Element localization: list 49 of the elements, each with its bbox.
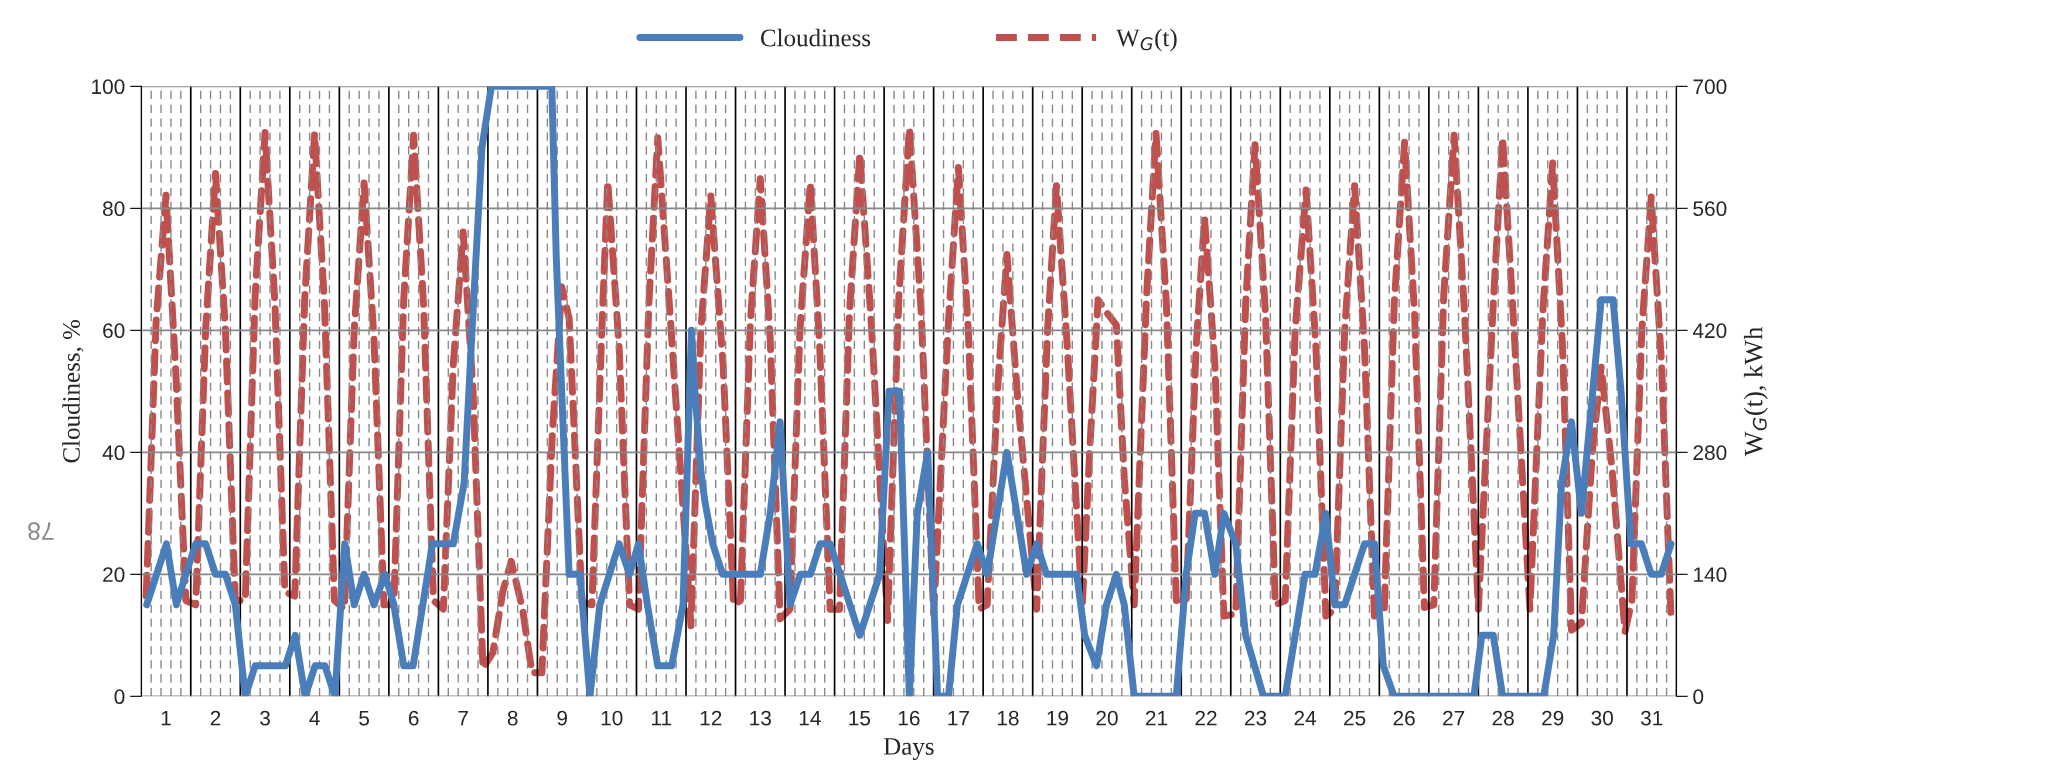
x-tick-label: 25 [1344,710,1366,726]
x-tick-label: 12 [700,710,722,726]
x-tick-label: 18 [997,710,1019,726]
x-tick-label: 21 [1145,710,1168,726]
x-tick-label: 1 [161,710,171,726]
y2-tick-label: 700 [1693,79,1727,95]
x-tick-label: 14 [799,710,821,726]
x-tick-label: 7 [458,710,468,726]
y2-tick-label: 420 [1692,323,1727,339]
x-tick-label: 10 [601,710,623,726]
x-tick-label: 26 [1393,710,1415,726]
x-tick-label: 11 [652,710,672,726]
x-tick-label: 8 [507,710,518,726]
y2-tick-label: 280 [1693,445,1727,461]
x-tick-label: 19 [1047,710,1069,726]
y-tick-label: 20 [103,567,125,583]
x-axis-title: Days [883,738,934,760]
y2-tick-label: 560 [1693,201,1727,217]
x-tick-label: 30 [1591,710,1613,726]
x-tick-label: 22 [1195,710,1217,726]
x-tick-label: 4 [309,710,320,726]
x-tick-label: 16 [898,710,920,726]
x-tick-label: 20 [1096,710,1118,726]
x-tick-label: 29 [1542,710,1564,726]
x-tick-label: 28 [1492,710,1514,726]
x-tick-label: 24 [1294,710,1317,726]
x-tick-label: 31 [1640,710,1663,726]
x-tick-label: 15 [849,710,871,726]
x-tick-label: 6 [408,710,419,726]
y2-tick-label: 0 [1693,689,1704,705]
x-tick-label: 3 [260,710,270,726]
legend-label: Cloudiness [760,28,871,47]
x-tick-label: 17 [948,710,969,726]
x-tick-label: 5 [359,710,370,726]
y2-tick-label: 140 [1694,567,1727,583]
x-tick-label: 13 [750,710,771,726]
x-tick-label: 2 [210,710,221,726]
y-tick-label: 100 [92,79,125,95]
x-tick-label: 23 [1245,710,1267,726]
y-axis-title: Cloudiness, % [62,319,84,463]
y-tick-label: 0 [114,689,125,705]
x-tick-label: 27 [1443,710,1465,726]
y-tick-label: 40 [102,445,125,461]
y-tick-label: 60 [103,323,125,339]
legend-label: W$_{G}$(t) [1116,28,1177,52]
y-tick-label: 80 [103,201,125,217]
x-tick-label: 9 [557,710,568,726]
y2-axis-title: W$_{G}$(t), kWh [1743,327,1768,457]
text: 78 [28,522,54,541]
